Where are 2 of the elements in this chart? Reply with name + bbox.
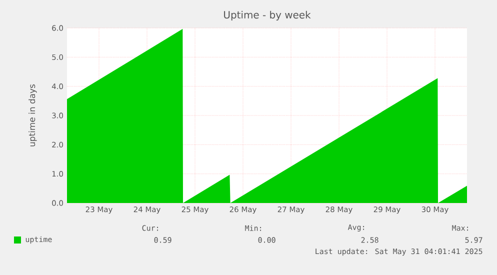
- y-axis-title: uptime in days: [28, 84, 37, 146]
- chart-title: Uptime - by week: [224, 10, 311, 21]
